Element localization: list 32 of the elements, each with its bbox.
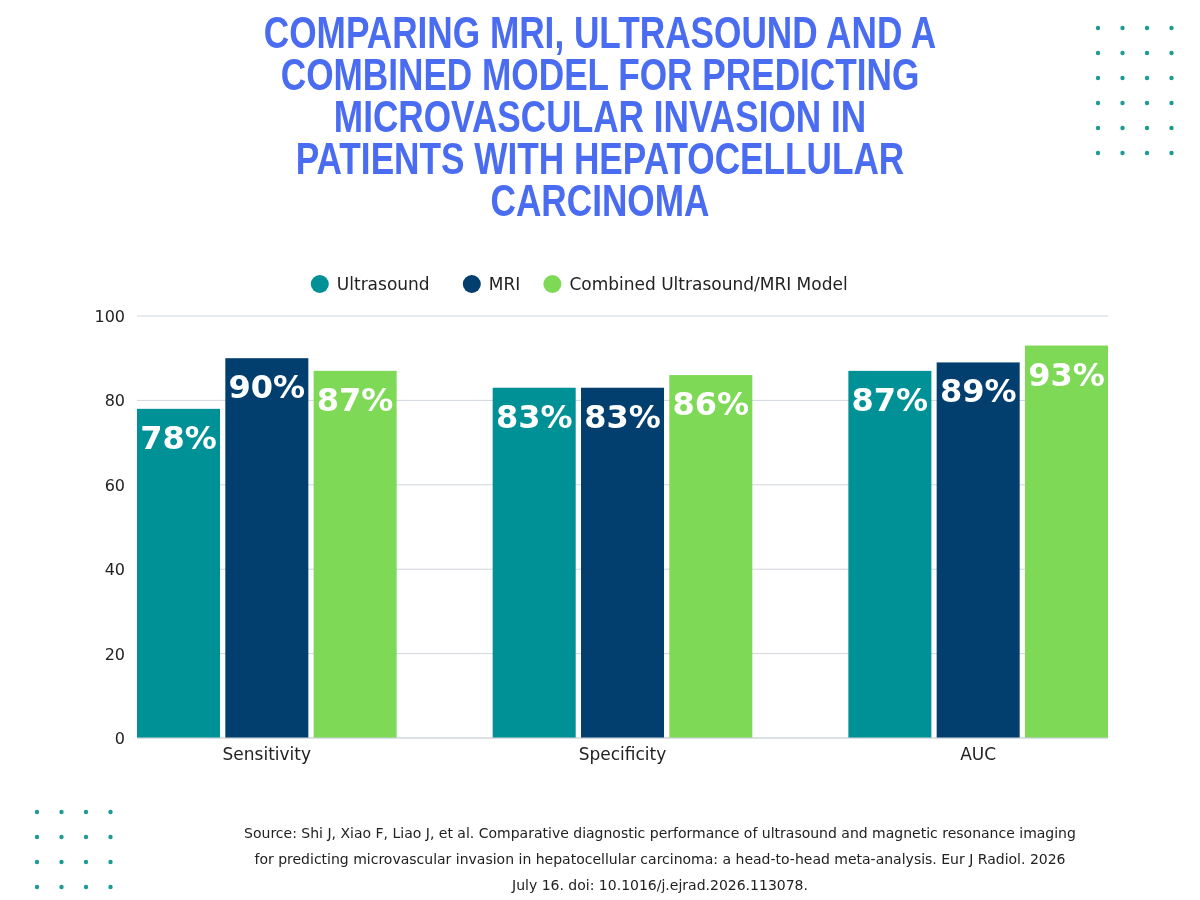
x-tick-label: Sensitivity xyxy=(222,744,312,764)
y-tick-label: 0 xyxy=(114,729,125,748)
y-tick-label: 40 xyxy=(104,560,125,580)
bar xyxy=(580,387,665,738)
bar xyxy=(669,375,753,738)
y-tick-label: 100 xyxy=(94,307,125,326)
data-label: 83% xyxy=(495,397,573,436)
data-label: 78% xyxy=(140,418,217,457)
chart-title: COMPARING MRI, ULTRASOUND AND A COMBINED MODEL FOR PREDICTING MICROVASCULAR INVASION IN PATIENTS WITH HEPATOCELLULAR CARCINOMA xyxy=(263,8,937,225)
bar xyxy=(848,370,932,738)
y-tick-label: 60 xyxy=(104,475,125,495)
bar xyxy=(225,358,309,738)
bar xyxy=(492,387,576,738)
data-label: 87% xyxy=(316,380,394,419)
x-tick-label: AUC xyxy=(960,744,997,764)
bar xyxy=(1024,345,1108,738)
data-label: 93% xyxy=(1028,355,1105,394)
source-note: Source: Shi J, Xiao F, Liao J, et al. Comparative diagnostic performance of ultrasound and magnetic resonance imaging for predicting microvascular invasion in hepatocellular carcinoma: a head-to-head meta-analysis. Eur J Radiol. 2026 July 16. doi: 10.1016/j.ejrad.2026.113078. xyxy=(244,825,1076,893)
bar xyxy=(936,362,1020,738)
x-tick-label: Specificity xyxy=(578,744,667,764)
data-label: 89% xyxy=(939,372,1017,411)
legend-label: MRI xyxy=(488,274,521,294)
y-tick-label: 80 xyxy=(104,391,125,411)
legend-label: Ultrasound xyxy=(336,274,430,294)
legend-label: Combined Ultrasound/MRI Model xyxy=(569,274,848,294)
y-tick-label: 20 xyxy=(104,644,125,664)
bar xyxy=(313,370,397,738)
data-label: 83% xyxy=(584,397,661,436)
data-label: 86% xyxy=(672,385,750,424)
data-label: 87% xyxy=(851,380,929,419)
data-label: 90% xyxy=(228,368,306,407)
bar xyxy=(137,408,221,738)
